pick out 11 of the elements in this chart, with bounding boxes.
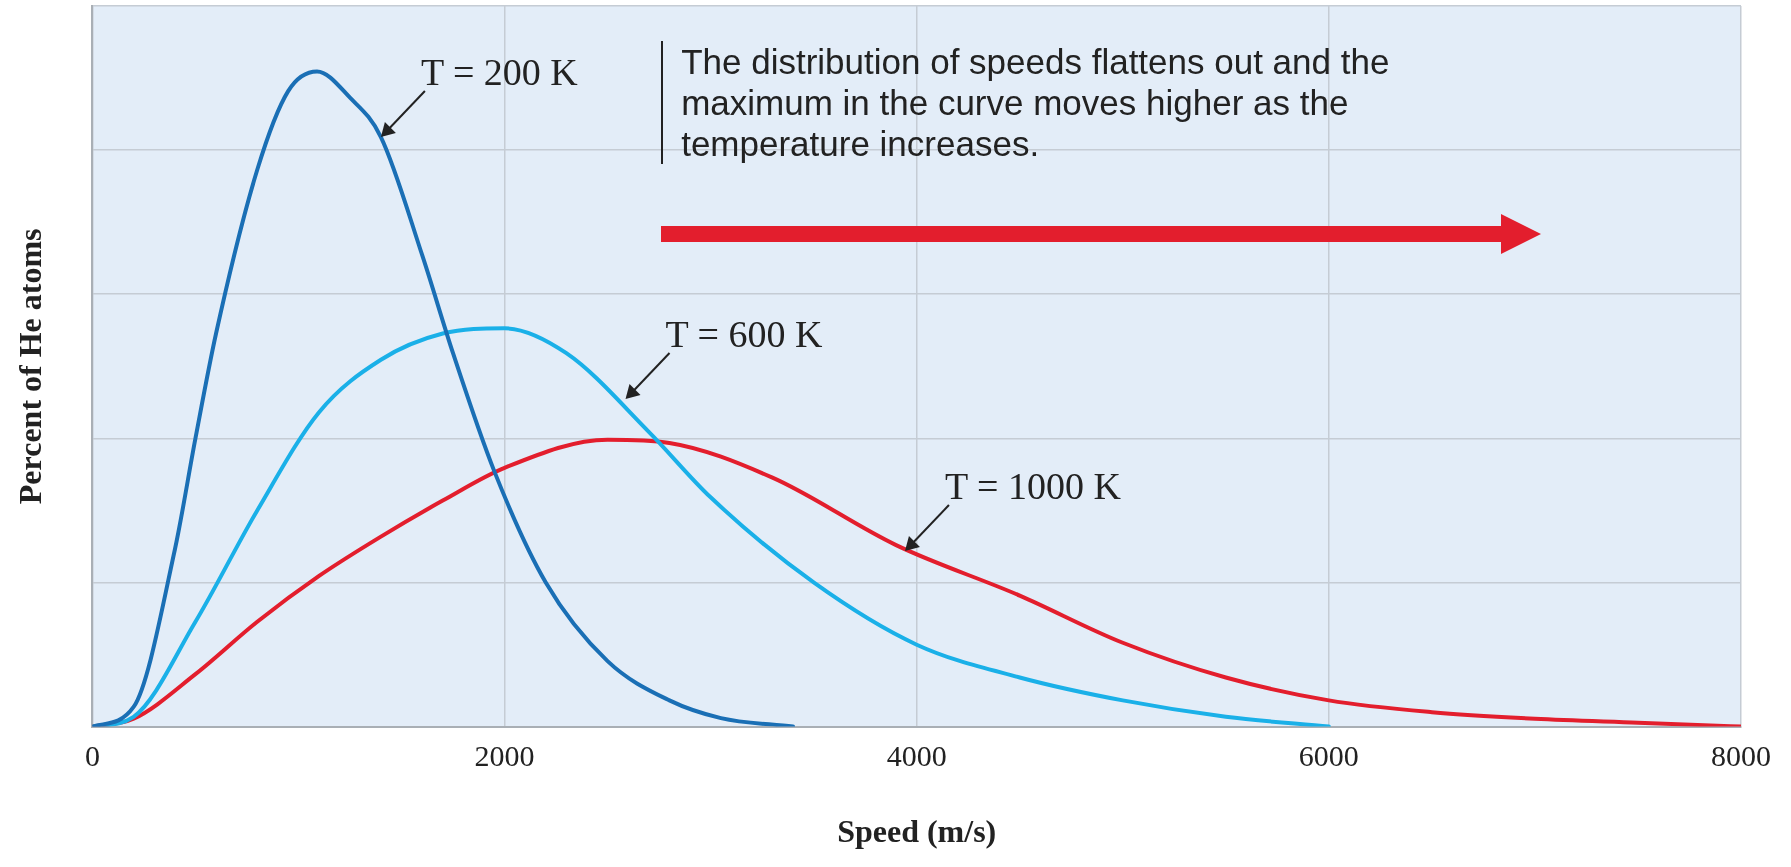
x-tick-label: 8000 xyxy=(1711,739,1771,773)
x-tick-label: 4000 xyxy=(886,739,947,773)
x-tick-label: 6000 xyxy=(1298,739,1359,773)
y-axis-title: Percent of He atoms xyxy=(12,228,49,505)
annotation: T = 1000 K xyxy=(944,465,1122,508)
x-axis-title: Speed (m/s) xyxy=(837,813,997,850)
x-tick-label: 0 xyxy=(84,739,100,773)
annotation: T = 600 K xyxy=(665,313,823,356)
annotation: The distribution of speeds flattens out and the maximum in the curve moves higher as the temperature increases. xyxy=(661,41,1502,164)
x-tick-label: 2000 xyxy=(474,739,535,773)
annotation: T = 200 K xyxy=(420,51,579,94)
